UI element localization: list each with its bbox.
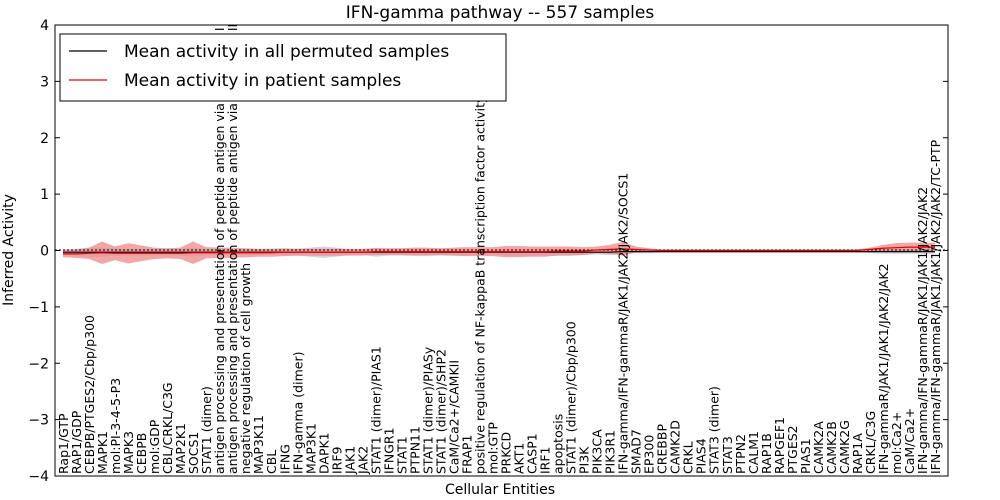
x-tick-label: mol:PI-3-4-5-P3 bbox=[108, 378, 123, 474]
x-tick-label: PIAS4 bbox=[694, 438, 709, 474]
legend-label-patient: Mean activity in patient samples bbox=[124, 71, 401, 91]
x-tick-label: MAP2K1 bbox=[173, 423, 188, 474]
x-tick-label: CRKL/C3G bbox=[863, 411, 878, 474]
legend: Mean activity in all permuted samples Me… bbox=[59, 33, 507, 102]
x-tick-label: CaM/Ca2+ bbox=[902, 408, 917, 474]
x-tick-label: PIK3R1 bbox=[603, 430, 618, 474]
x-tick-label: mol:Ca2+ bbox=[889, 412, 904, 474]
x-tick-label: CBL bbox=[264, 450, 279, 474]
x-tick-label: CAMK2B bbox=[824, 421, 839, 474]
x-tick-label: CAMK2D bbox=[668, 420, 683, 474]
x-tick-label: CEBPB/PTGES2/Cbp/p300 bbox=[82, 315, 97, 474]
x-tick-label: RAP1/GDP bbox=[69, 410, 84, 474]
x-tick-label: CRKL bbox=[681, 441, 696, 474]
x-tick-label: positive regulation of NF-kappaB transcr… bbox=[472, 95, 487, 474]
y-tick-label: 3 bbox=[40, 74, 49, 90]
x-tick-label: PTPN11 bbox=[407, 426, 422, 474]
x-tick-label: DAPK1 bbox=[316, 432, 331, 474]
x-tick-label: antigen processing and presentation of p… bbox=[212, 27, 227, 474]
chart-title: IFN-gamma pathway -- 557 samples bbox=[346, 3, 655, 23]
x-tick-label: SOCS1 bbox=[186, 432, 201, 474]
x-tick-label: RAP1B bbox=[759, 433, 774, 474]
x-tick-label: IFN-gamma/IFN-gammaR/JAK1/JAK1/JAK2/JAK2 bbox=[915, 187, 930, 474]
x-tick-label: CEBPB bbox=[134, 433, 149, 474]
y-tick-label: 2 bbox=[40, 131, 49, 147]
y-tick-label: 1 bbox=[40, 187, 49, 203]
y-tick-label: 4 bbox=[40, 18, 49, 34]
y-axis: −4 −3 −2 −1 0 1 2 3 4 bbox=[28, 18, 948, 485]
y-tick-label: −3 bbox=[28, 413, 49, 429]
x-tick-label: CaM/Ca2+/CAMKII bbox=[446, 360, 461, 474]
x-tick-label: apoptosis bbox=[551, 414, 566, 474]
y-tick-label: −2 bbox=[28, 356, 49, 372]
legend-box bbox=[59, 33, 507, 102]
x-tick-label: IRF1 bbox=[538, 446, 553, 474]
x-tick-label: PIAS1 bbox=[798, 438, 813, 474]
x-tick-label: EP300 bbox=[642, 435, 657, 474]
x-tick-label: IRF9 bbox=[329, 446, 344, 474]
x-tick-label: IFNG bbox=[277, 444, 292, 474]
x-tick-label: MAPK1 bbox=[95, 431, 110, 474]
x-tick-label: STAT1 (dimer) bbox=[199, 386, 214, 474]
legend-label-permuted: Mean activity in all permuted samples bbox=[124, 42, 449, 62]
x-tick-label: STAT1 (dimer)/Cbp/p300 bbox=[564, 321, 579, 474]
x-tick-label: STAT1 bbox=[394, 436, 409, 474]
x-tick-label: CALM1 bbox=[746, 431, 761, 474]
y-tick-label: −4 bbox=[28, 469, 49, 485]
x-tick-label: PTGES2 bbox=[785, 425, 800, 474]
x-tick-label: PI3K bbox=[577, 446, 592, 474]
x-tick-label: CBL/CRKL/C3G bbox=[160, 382, 175, 474]
x-tick-label: IFN-gamma/IFN-gammaR/JAK1/JAK2/JAK2/SOCS… bbox=[616, 173, 631, 474]
series-lines bbox=[63, 246, 935, 255]
patient-line bbox=[63, 246, 935, 255]
x-tick-label-overflow: antigen processing and presentation of p… bbox=[225, 24, 240, 474]
y-tick-label: −1 bbox=[28, 300, 49, 316]
x-tick-label: MAP3K11 bbox=[251, 415, 266, 474]
x-tick-label: RAPGEF1 bbox=[772, 417, 787, 474]
x-tick-label: mol:GTP bbox=[485, 422, 500, 474]
x-tick-label: RAP1A bbox=[850, 433, 865, 474]
x-tick-label: CAMK2G bbox=[837, 420, 852, 474]
x-tick-label: IFN-gamma/IFN-gammaR/JAK1/JAK1/JAK2/JAK2… bbox=[928, 139, 943, 474]
x-tick-label: CREBBP bbox=[655, 424, 670, 474]
x-tick-label: IFN-gammaR/JAK1/JAK1/JAK2/JAK2 bbox=[876, 263, 891, 474]
x-tick-label: PTPN2 bbox=[733, 434, 748, 474]
x-tick-label: Rap1/GTP bbox=[56, 413, 71, 474]
x-tick-label: CASP1 bbox=[525, 433, 540, 474]
x-tick-labels: Rap1/GTPRAP1/GDPCEBPB/PTGES2/Cbp/p300MAP… bbox=[56, 24, 943, 475]
x-tick-label: mol:GDP bbox=[147, 419, 162, 474]
x-tick-label: negative regulation of cell growth bbox=[238, 263, 253, 474]
x-tick-label: STAT1 (dimer)/PIASy bbox=[420, 346, 435, 474]
x-tick-label: STAT1 (dimer)/PIAS1 bbox=[368, 346, 383, 474]
x-tick-label: PIK3CA bbox=[590, 429, 605, 474]
x-tick-label: JAK2 bbox=[355, 446, 370, 475]
x-tick-label: MAP3K1 bbox=[303, 423, 318, 474]
y-tick-label: 0 bbox=[40, 244, 49, 260]
x-tick-label: JAK1 bbox=[342, 446, 357, 475]
x-tick-label: SMAD7 bbox=[629, 429, 644, 474]
x-tick-label: IFN-gamma (dimer) bbox=[290, 352, 305, 475]
x-tick-label: IFNGR1 bbox=[381, 427, 396, 474]
x-tick-label: FRAP1 bbox=[459, 435, 474, 474]
x-axis-label: Cellular Entities bbox=[445, 482, 555, 498]
x-tick-labels-overflow: Rap1/GTPRAP1/GDPCEBPB/PTGES2/Cbp/p300MAP… bbox=[225, 24, 240, 474]
x-tick-label: PRKCD bbox=[499, 432, 514, 474]
x-tick-label: MAPK3 bbox=[121, 431, 136, 474]
x-tick-label: antigen processing and presentation of p… bbox=[225, 24, 240, 474]
x-tick-label: CAMK2A bbox=[811, 421, 826, 474]
x-tick-label: AKT1 bbox=[512, 443, 527, 474]
x-tick-label: STAT1 (dimer)/SHP2 bbox=[433, 349, 448, 474]
y-axis-label: Inferred Activity bbox=[1, 194, 17, 306]
x-tick-label: STAT3 bbox=[720, 436, 735, 474]
x-tick-label: STAT3 (dimer) bbox=[707, 386, 722, 474]
